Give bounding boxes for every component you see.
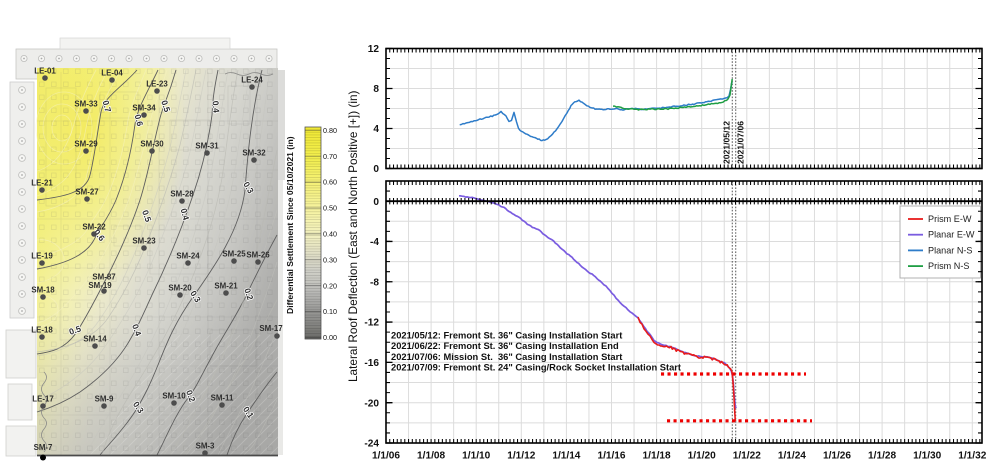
svg-text:LE-23: LE-23	[146, 80, 168, 89]
svg-text:2021/07/06: 2021/07/06	[736, 121, 746, 164]
svg-text:Prism N-S: Prism N-S	[928, 261, 969, 271]
svg-text:Planar N-S: Planar N-S	[928, 245, 972, 255]
svg-text:0.4: 0.4	[130, 323, 144, 338]
svg-text:1/1/32: 1/1/32	[958, 451, 986, 462]
svg-text:1/1/12: 1/1/12	[507, 451, 535, 462]
svg-text:Differential Settlement Since: Differential Settlement Since 05/10/2021…	[285, 136, 295, 314]
svg-text:0.60: 0.60	[323, 178, 337, 187]
svg-text:0.2: 0.2	[242, 287, 255, 302]
svg-text:-24: -24	[364, 439, 379, 450]
svg-text:2021/05/12: Fremont St. 36" Ca: 2021/05/12: Fremont St. 36" Casing Insta…	[391, 331, 622, 341]
svg-text:0.00: 0.00	[323, 333, 337, 342]
svg-text:SM-18: SM-18	[31, 286, 55, 295]
svg-text:1/1/06: 1/1/06	[372, 451, 400, 462]
svg-text:1/1/22: 1/1/22	[733, 451, 761, 462]
svg-text:SM-7: SM-7	[34, 443, 53, 452]
svg-text:1/1/08: 1/1/08	[417, 451, 445, 462]
svg-text:0.4: 0.4	[179, 207, 192, 221]
svg-text:LE-18: LE-18	[31, 326, 53, 335]
svg-text:1/1/30: 1/1/30	[913, 451, 941, 462]
svg-text:0.30: 0.30	[323, 255, 337, 264]
svg-text:SM-25: SM-25	[222, 250, 246, 259]
svg-text:SM-23: SM-23	[132, 237, 156, 246]
svg-text:SM-17: SM-17	[259, 324, 283, 333]
svg-text:SM-24: SM-24	[176, 252, 200, 261]
svg-text:1/1/18: 1/1/18	[643, 451, 671, 462]
svg-text:SM-10: SM-10	[162, 392, 186, 401]
svg-text:SM-27: SM-27	[75, 188, 99, 197]
svg-text:SM-9: SM-9	[95, 395, 114, 404]
svg-text:-12: -12	[364, 318, 379, 329]
svg-text:-8: -8	[370, 277, 379, 288]
svg-text:0.80: 0.80	[323, 126, 337, 135]
svg-text:LE-19: LE-19	[31, 252, 53, 261]
svg-text:SM-34: SM-34	[132, 104, 156, 113]
svg-text:LE-01: LE-01	[34, 67, 56, 76]
svg-text:0.50: 0.50	[323, 204, 337, 213]
svg-text:8: 8	[373, 84, 379, 95]
svg-text:SM-3: SM-3	[196, 442, 215, 451]
svg-text:SM-22: SM-22	[82, 223, 106, 232]
svg-text:0.5: 0.5	[159, 99, 172, 114]
svg-text:0.20: 0.20	[323, 281, 337, 290]
svg-text:-4: -4	[370, 237, 379, 248]
svg-text:Planar E-W: Planar E-W	[928, 230, 975, 240]
svg-text:1/1/16: 1/1/16	[597, 451, 625, 462]
svg-text:1/1/10: 1/1/10	[462, 451, 490, 462]
svg-text:0.7: 0.7	[101, 99, 114, 113]
svg-text:SM-29: SM-29	[74, 140, 98, 149]
svg-text:LE-24: LE-24	[241, 76, 263, 85]
svg-text:0.4: 0.4	[210, 100, 221, 113]
svg-text:-16: -16	[364, 358, 379, 369]
svg-text:SM-11: SM-11	[211, 394, 234, 403]
svg-text:0.70: 0.70	[323, 152, 337, 161]
svg-text:4: 4	[373, 124, 379, 135]
svg-text:Lateral Roof Deflection (East: Lateral Roof Deflection (East and North …	[346, 90, 360, 382]
svg-text:SM-87: SM-87	[92, 273, 116, 282]
svg-text:SM-14: SM-14	[83, 335, 107, 344]
svg-text:1/1/20: 1/1/20	[688, 451, 716, 462]
svg-text:0.10: 0.10	[323, 307, 337, 316]
svg-text:0.40: 0.40	[323, 230, 337, 239]
svg-text:2021/07/06: Mission St. 36" C: 2021/07/06: Mission St. 36" Casing Insta…	[391, 352, 622, 362]
svg-text:1/1/14: 1/1/14	[552, 451, 580, 462]
svg-text:SM-30: SM-30	[140, 140, 164, 149]
svg-text:LE-17: LE-17	[32, 395, 54, 404]
svg-text:2021/07/09: Fremont St. 24" Ca: 2021/07/09: Fremont St. 24" Casing/Rock …	[391, 362, 681, 372]
svg-text:12: 12	[368, 44, 380, 55]
svg-text:SM-31: SM-31	[195, 142, 219, 151]
svg-text:SM-33: SM-33	[74, 100, 98, 109]
svg-text:2021/06/22: Fremont St. 36" Ca: 2021/06/22: Fremont St. 36" Casing Insta…	[391, 341, 619, 351]
svg-text:0: 0	[373, 164, 379, 175]
svg-text:LE-21: LE-21	[31, 179, 53, 188]
svg-text:LE-04: LE-04	[101, 69, 123, 78]
svg-text:0.2: 0.2	[184, 389, 198, 404]
svg-text:-20: -20	[364, 398, 379, 409]
svg-text:SM-28: SM-28	[170, 190, 194, 199]
svg-text:Prism E-W: Prism E-W	[928, 214, 972, 224]
svg-text:1/1/28: 1/1/28	[868, 451, 896, 462]
svg-text:SM-20: SM-20	[168, 284, 192, 293]
svg-text:0: 0	[373, 197, 379, 208]
svg-text:SM-32: SM-32	[242, 149, 266, 158]
svg-text:1/1/26: 1/1/26	[823, 451, 851, 462]
svg-text:SM-26: SM-26	[246, 251, 270, 260]
svg-text:SM-21: SM-21	[214, 282, 238, 291]
svg-text:1/1/24: 1/1/24	[778, 451, 806, 462]
svg-text:0.5: 0.5	[140, 209, 154, 224]
svg-text:2021/05/12: 2021/05/12	[721, 121, 731, 164]
svg-text:0.5: 0.5	[68, 323, 83, 337]
svg-text:SM-19: SM-19	[88, 281, 112, 290]
